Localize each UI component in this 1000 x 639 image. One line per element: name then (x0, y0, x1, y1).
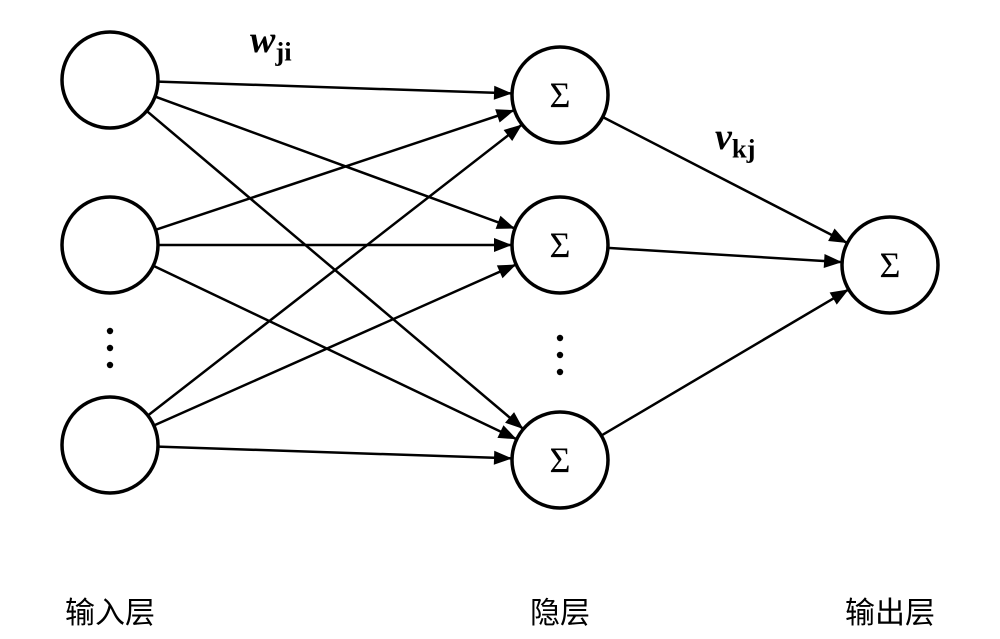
input-layer-label: 输入层 (65, 588, 155, 632)
weight-w-ji: wji (250, 18, 292, 68)
weight-v-kj: vkj (715, 115, 756, 165)
sigma-glyph: Σ (550, 439, 571, 481)
diagram-canvas: { "type": "network", "background_color":… (0, 0, 1000, 639)
hidden-layer-label: 隐层 (530, 588, 590, 632)
output-layer-label: 输出层 (845, 588, 935, 632)
sigma-glyph: Σ (550, 224, 571, 266)
sigma-glyph: Σ (880, 244, 901, 286)
network-svg (0, 0, 1000, 639)
sigma-glyph: Σ (550, 74, 571, 116)
